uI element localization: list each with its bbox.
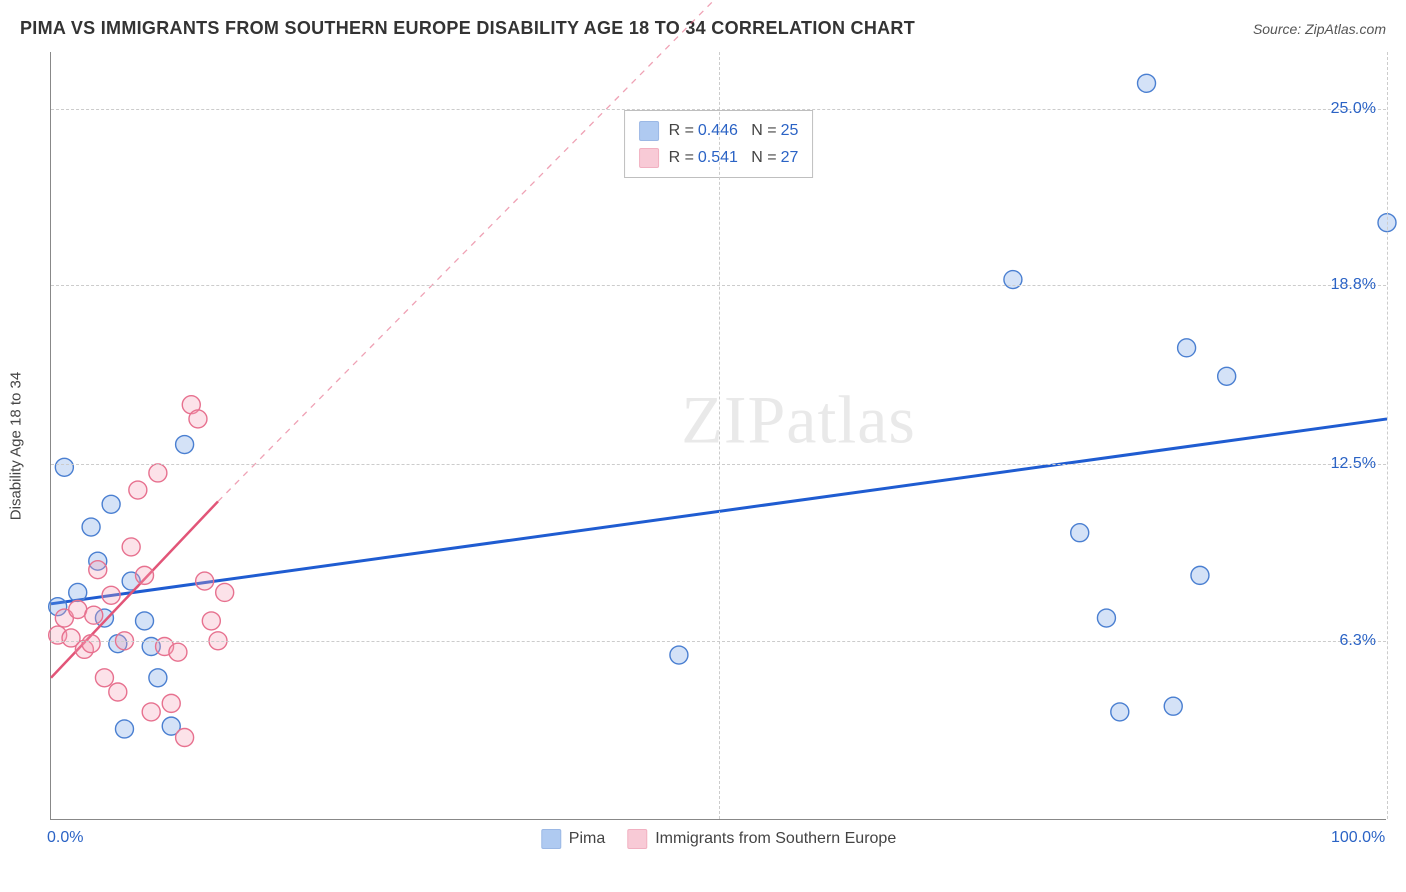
y-tick-label: 12.5% <box>1331 455 1376 473</box>
legend-series-label: Pima <box>569 830 605 848</box>
gridline-vertical <box>719 52 720 819</box>
legend-series: Pima Immigrants from Southern Europe <box>541 829 896 849</box>
legend-swatch <box>639 148 659 168</box>
legend-series-label: Immigrants from Southern Europe <box>655 830 896 848</box>
y-tick-label: 6.3% <box>1340 632 1376 650</box>
y-tick-label: 25.0% <box>1331 100 1376 118</box>
gridline-vertical <box>1387 52 1388 819</box>
chart-title: PIMA VS IMMIGRANTS FROM SOUTHERN EUROPE … <box>20 18 915 39</box>
x-tick-label: 100.0% <box>1331 829 1385 847</box>
legend-swatch <box>639 121 659 141</box>
x-tick-label: 0.0% <box>47 829 83 847</box>
plot-area: ZIPatlas R =0.446 N =25R =0.541 N =27 Pi… <box>50 52 1386 820</box>
legend-series-item: Immigrants from Southern Europe <box>627 829 896 849</box>
legend-series-item: Pima <box>541 829 605 849</box>
y-axis-label: Disability Age 18 to 34 <box>8 372 25 520</box>
legend-swatch <box>627 829 647 849</box>
source-label: Source: ZipAtlas.com <box>1253 21 1386 37</box>
legend-swatch <box>541 829 561 849</box>
y-tick-label: 18.8% <box>1331 276 1376 294</box>
